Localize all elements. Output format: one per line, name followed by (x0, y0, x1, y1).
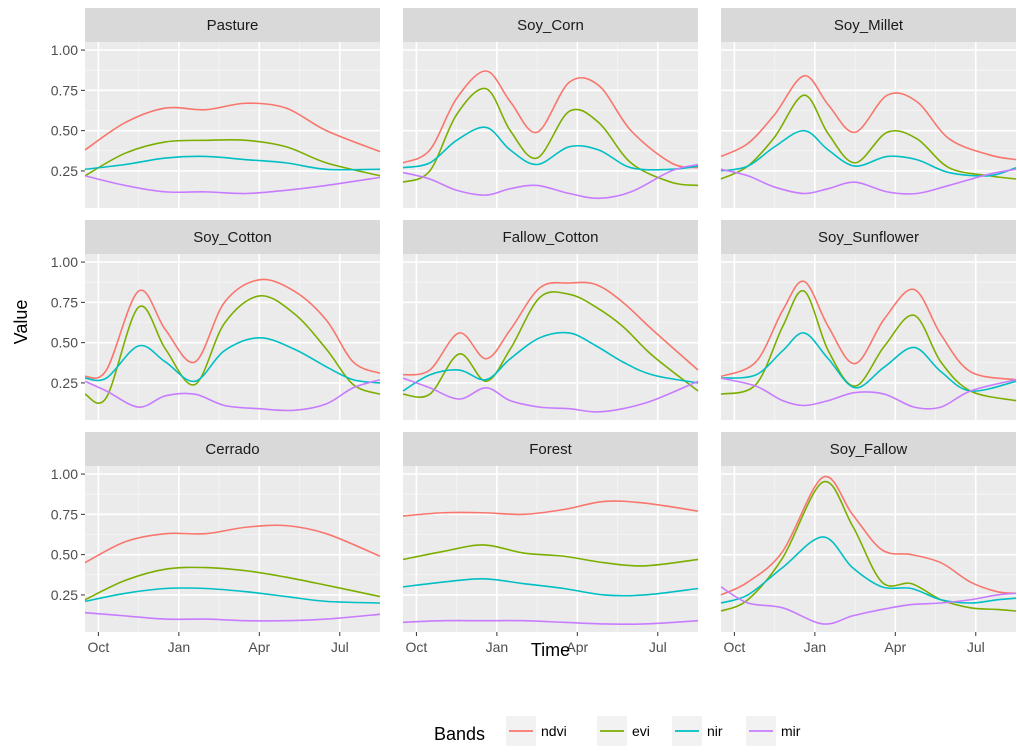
facet-title-fallow-cotton: Fallow_Cotton (503, 229, 599, 246)
panel-background-soy-fallow (721, 466, 1016, 632)
facet-strip-cerrado (85, 432, 380, 466)
facet-strip-pasture (85, 8, 380, 42)
x-tick-label: Oct (88, 639, 110, 655)
facet-title-pasture: Pasture (207, 17, 259, 34)
facet-strip-soy-sunflower (721, 220, 1016, 254)
facet-title-soy-sunflower: Soy_Sunflower (818, 229, 919, 246)
facet-title-soy-cotton: Soy_Cotton (193, 229, 271, 246)
series-line-mir-fallow-cotton (402, 377, 699, 413)
series-line-mir-soy-sunflower (720, 377, 1017, 410)
y-tick-label: 0.25 (51, 587, 78, 603)
x-tick-label: Jul (967, 639, 985, 655)
y-tick-label: 0.50 (51, 547, 78, 563)
panel-background-soy-cotton (85, 254, 380, 420)
series-line-nir-soy-fallow (720, 536, 1017, 604)
y-tick-label: 0.75 (51, 506, 78, 522)
y-tick-label: 1.00 (51, 254, 78, 270)
series-line-mir-soy-millet (720, 168, 1017, 195)
series-line-evi-pasture (84, 138, 381, 177)
y-tick-label: 0.50 (51, 123, 78, 139)
series-line-ndvi-soy-millet (720, 75, 1017, 161)
series-line-nir-soy-sunflower (720, 332, 1017, 392)
series-line-ndvi-fallow-cotton (402, 281, 699, 376)
series-line-mir-soy-fallow (720, 586, 1017, 625)
x-tick-label: Jan (486, 639, 509, 655)
y-tick-label: 0.75 (51, 294, 78, 310)
y-tick-label: 0.25 (51, 163, 78, 179)
x-tick-label: Oct (406, 639, 428, 655)
series-line-evi-soy-cotton (84, 295, 381, 404)
series-line-evi-cerrado (84, 566, 381, 601)
x-tick-label: Jul (649, 639, 667, 655)
legend-label-nir: nir (707, 723, 723, 739)
series-line-nir-soy-cotton (84, 337, 381, 384)
panel-background-soy-corn (403, 42, 698, 208)
series-line-mir-forest (402, 619, 699, 626)
x-tick-label: Apr (566, 639, 588, 655)
series-line-mir-pasture (84, 174, 381, 195)
panel-background-forest (403, 466, 698, 632)
facet-strip-soy-millet (721, 8, 1016, 42)
legend-title: Bands (434, 724, 485, 744)
series-line-ndvi-soy-corn (402, 70, 699, 169)
facet-title-soy-millet: Soy_Millet (834, 17, 904, 34)
y-axis-title: Value (11, 300, 31, 345)
y-tick-label: 0.50 (51, 335, 78, 351)
panel-background-fallow-cotton (403, 254, 698, 420)
y-tick-label: 1.00 (51, 466, 78, 482)
x-tick-label: Apr (248, 639, 270, 655)
panel-background-soy-sunflower (721, 254, 1016, 420)
facet-strip-forest (403, 432, 698, 466)
series-line-nir-soy-millet (720, 129, 1017, 177)
series-line-evi-fallow-cotton (402, 291, 699, 398)
y-tick-label: 1.00 (51, 42, 78, 58)
x-axis-title: Time (531, 640, 570, 660)
facet-strip-soy-fallow (721, 432, 1016, 466)
panel-background-pasture (85, 42, 380, 208)
series-line-ndvi-forest (402, 500, 699, 517)
x-tick-label: Jan (804, 639, 827, 655)
facet-title-cerrado: Cerrado (205, 441, 259, 458)
series-line-ndvi-soy-cotton (84, 278, 381, 379)
series-line-nir-soy-corn (402, 126, 699, 171)
x-tick-label: Apr (884, 639, 906, 655)
series-line-mir-soy-cotton (84, 378, 381, 412)
series-line-nir-pasture (84, 155, 381, 171)
series-line-evi-soy-millet (720, 94, 1017, 180)
facet-title-soy-corn: Soy_Corn (517, 17, 584, 34)
series-line-ndvi-cerrado (84, 524, 381, 564)
series-line-evi-forest (402, 544, 699, 567)
series-line-nir-fallow-cotton (402, 331, 699, 392)
facet-strip-soy-cotton (85, 220, 380, 254)
series-line-nir-cerrado (84, 587, 381, 604)
y-tick-label: 0.25 (51, 375, 78, 391)
series-line-nir-forest (402, 578, 699, 597)
series-line-evi-soy-corn (402, 87, 699, 187)
series-line-ndvi-soy-fallow (720, 475, 1017, 596)
x-tick-label: Oct (724, 639, 746, 655)
facet-strip-fallow-cotton (403, 220, 698, 254)
x-tick-label: Jan (168, 639, 191, 655)
series-line-ndvi-soy-sunflower (720, 280, 1017, 381)
legend-label-evi: evi (632, 723, 650, 739)
facet-title-soy-fallow: Soy_Fallow (830, 441, 908, 458)
series-line-ndvi-pasture (84, 102, 381, 153)
facet-strip-soy-corn (403, 8, 698, 42)
legend-label-mir: mir (781, 723, 801, 739)
series-line-mir-soy-corn (402, 163, 699, 200)
y-tick-label: 0.75 (51, 82, 78, 98)
series-line-mir-cerrado (84, 611, 381, 622)
panel-background-cerrado (85, 466, 380, 632)
series-line-evi-soy-fallow (720, 480, 1017, 612)
series-line-evi-soy-sunflower (720, 289, 1017, 402)
facet-title-forest: Forest (529, 441, 572, 458)
legend-label-ndvi: ndvi (541, 723, 567, 739)
x-tick-label: Jul (331, 639, 349, 655)
